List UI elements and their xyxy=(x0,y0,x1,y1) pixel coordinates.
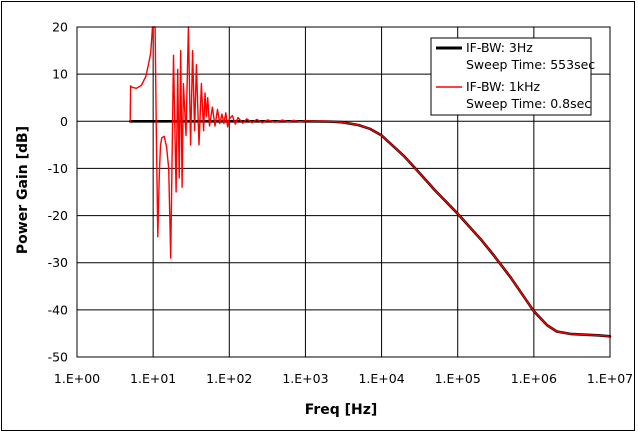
x-tick-label: 1.E+04 xyxy=(358,371,404,386)
series-line-3hz xyxy=(128,120,612,338)
legend-label-1khz-sweep: Sweep Time: 0.8sec xyxy=(466,96,591,111)
x-tick-label: 1.E+06 xyxy=(511,371,557,386)
plot-area-border xyxy=(76,26,611,358)
x-tick-label: 1.E+05 xyxy=(435,371,481,386)
legend-label-3hz-sweep: Sweep Time: 553sec xyxy=(466,57,595,72)
legend-label-3hz: IF-BW: 3Hz xyxy=(466,40,533,55)
series-layer xyxy=(128,26,612,338)
y-tick-label: 20 xyxy=(52,20,68,35)
y-tick-label: -50 xyxy=(48,350,68,365)
x-tick-label: 1.E+00 xyxy=(54,371,100,386)
x-axis-label: Freq [Hz] xyxy=(305,402,378,418)
y-tick-label: -10 xyxy=(48,161,68,176)
legend-box xyxy=(430,37,592,116)
y-tick-label: -30 xyxy=(48,255,68,270)
x-tick-label: 1.E+02 xyxy=(206,371,252,386)
y-tick-label: 0 xyxy=(60,114,68,129)
x-tick-label: 1.E+03 xyxy=(282,371,328,386)
y-tick-label: -20 xyxy=(48,208,68,223)
legend: IF-BW: 3Hz Sweep Time: 553sec IF-BW: 1kH… xyxy=(430,37,595,116)
y-tick-label: -40 xyxy=(48,302,68,317)
x-tick-label: 1.E+01 xyxy=(130,371,176,386)
y-tick-label: 10 xyxy=(52,67,68,82)
x-tick-label: 1.E+07 xyxy=(587,371,633,386)
tick-labels: 1.E+00 1.E+01 1.E+02 1.E+03 1.E+04 1.E+05 1.E+… xyxy=(48,20,634,387)
legend-label-1khz: IF-BW: 1kHz xyxy=(466,79,540,94)
series-line-1khz xyxy=(129,26,611,337)
y-axis-label: Power Gain [dB] xyxy=(15,126,31,254)
